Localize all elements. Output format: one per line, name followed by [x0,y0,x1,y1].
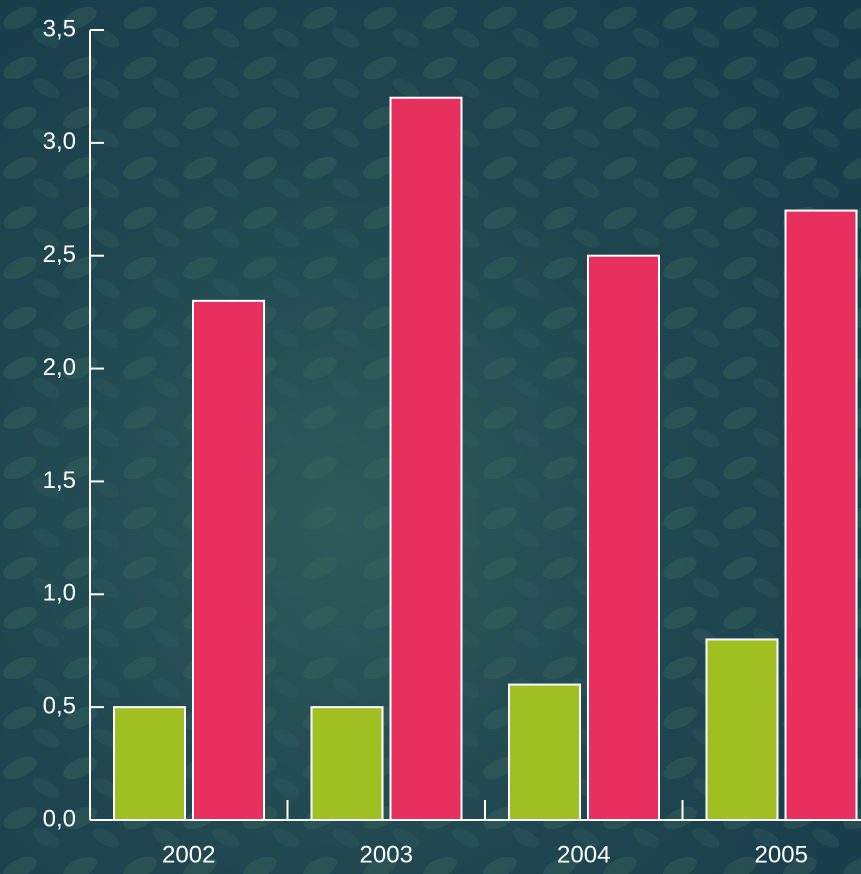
y-tick-label: 0,5 [43,692,76,719]
x-tick-label: 2004 [557,841,610,868]
y-tick-label: 2,5 [43,241,76,268]
y-tick-label: 2,0 [43,354,76,381]
bar [192,299,265,822]
y-tick-label: 0,0 [43,805,76,832]
y-tick-label: 1,0 [43,580,76,607]
bar [389,96,463,821]
y-tick-label: 3,5 [43,15,76,42]
bar [784,209,858,822]
y-tick-label: 1,5 [43,467,76,494]
x-tick-label: 2003 [360,841,413,868]
x-tick-label: 2005 [755,841,808,868]
y-tick-label: 3,0 [43,128,76,155]
bar [587,254,660,821]
bar [705,638,779,822]
x-tick-label: 2002 [162,841,215,868]
bar [508,683,581,821]
bar [310,706,384,822]
bar [113,706,186,822]
